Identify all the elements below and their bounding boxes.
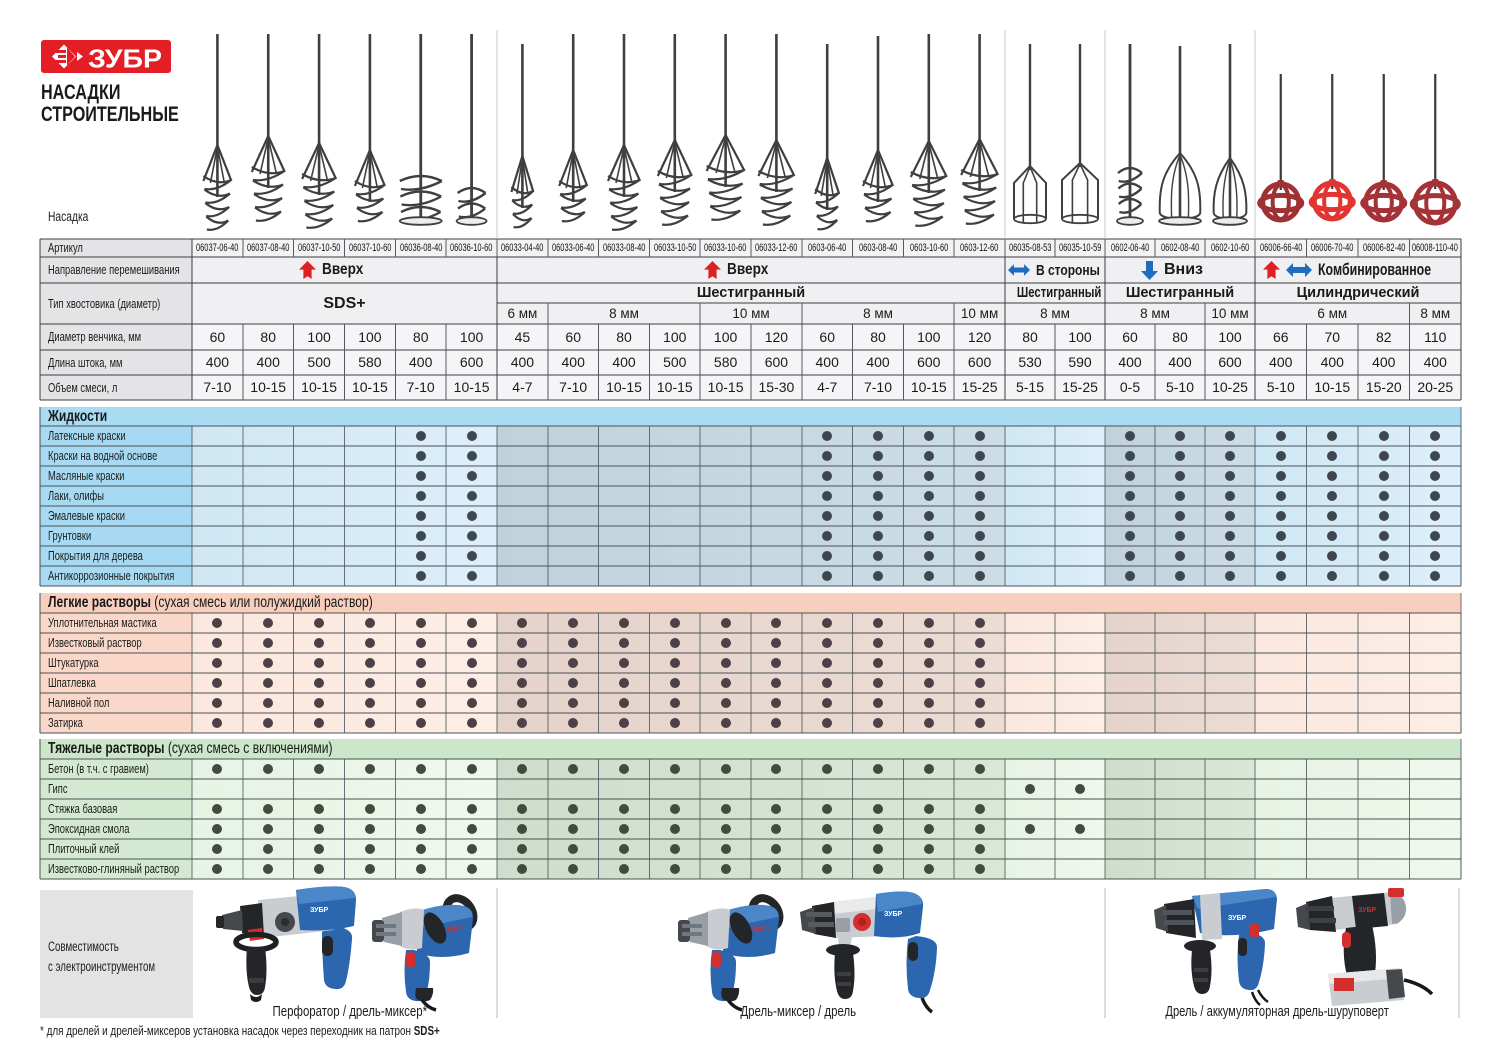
svg-text:ЗУБР: ЗУБР	[884, 911, 903, 918]
svg-text:ЗУБР: ЗУБР	[88, 44, 162, 74]
svg-text:ЗУБР: ЗУБР	[752, 926, 770, 933]
svg-text:ЗУБР: ЗУБР	[310, 907, 329, 914]
svg-text:ЗУБР: ЗУБР	[1228, 915, 1247, 922]
svg-text:ЗУБР: ЗУБР	[1358, 907, 1377, 914]
svg-text:ЗУБР: ЗУБР	[446, 926, 464, 933]
